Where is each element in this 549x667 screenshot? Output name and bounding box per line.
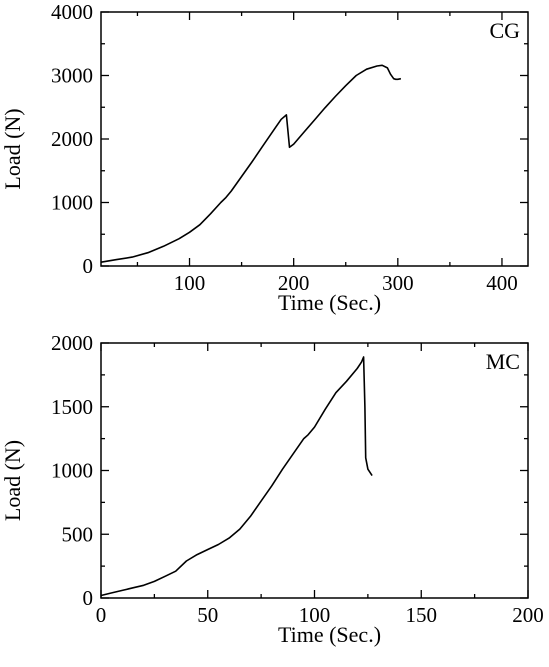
- y-axis-title: Load (N): [0, 440, 25, 521]
- x-tick-label: 100: [299, 603, 331, 627]
- x-axis-title: Time (Sec.): [278, 290, 381, 315]
- y-tick-label: 1000: [51, 459, 93, 483]
- y-tick-label: 500: [62, 522, 94, 546]
- y-tick-label: 4000: [51, 0, 93, 24]
- plot-frame: [100, 342, 529, 599]
- x-tick-label: 200: [512, 603, 544, 627]
- x-tick-label: 200: [278, 271, 310, 295]
- x-tick-label: 100: [174, 271, 206, 295]
- y-tick-label: 1500: [51, 395, 93, 419]
- panel-label: MC: [486, 349, 520, 374]
- y-tick-label: 3000: [51, 64, 93, 88]
- y-tick-label: 2000: [51, 127, 93, 151]
- x-tick-label: 400: [486, 271, 518, 295]
- x-tick-label: 0: [96, 603, 107, 627]
- x-tick-label: 150: [406, 603, 438, 627]
- y-tick-label: 1000: [51, 191, 93, 215]
- x-axis-title: Time (Sec.): [278, 622, 381, 647]
- x-tick-label: 300: [382, 271, 414, 295]
- load-series-line: [100, 356, 373, 597]
- y-tick-label: 0: [83, 586, 94, 610]
- x-tick-label: 50: [197, 603, 218, 627]
- plot-frame: [100, 11, 529, 267]
- y-axis-title: Load (N): [0, 108, 25, 189]
- y-tick-label: 0: [83, 254, 94, 278]
- load-series-line: [100, 64, 402, 263]
- y-tick-label: 2000: [51, 331, 93, 355]
- panel-label: CG: [489, 18, 520, 43]
